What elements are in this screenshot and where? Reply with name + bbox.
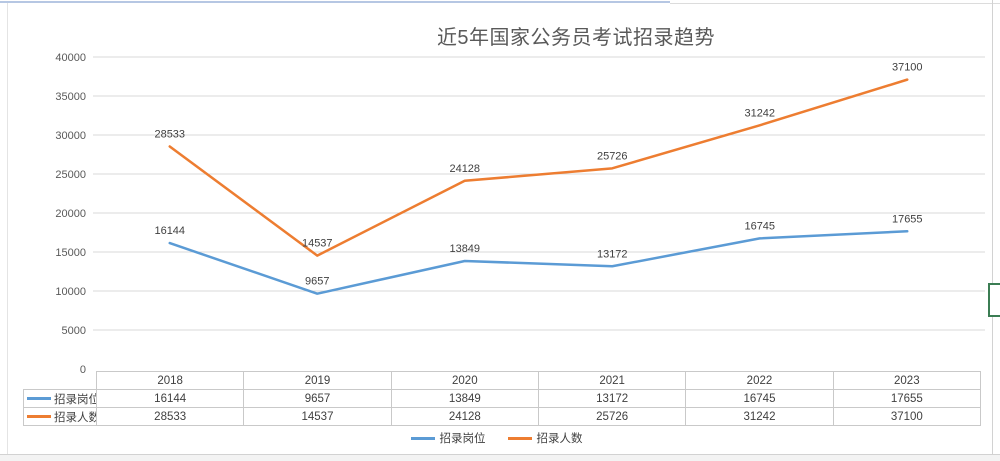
category-header-cell: 2021 <box>537 371 687 390</box>
category-header-cell: 2019 <box>243 371 392 390</box>
data-label-series1: 28533 <box>154 128 185 140</box>
value-cell: 14537 <box>243 407 392 426</box>
chart-frame-border <box>992 0 993 455</box>
y-axis-tick-label: 5000 <box>62 325 86 337</box>
legend-label: 招录岗位 <box>439 433 486 445</box>
legend-item-0[interactable]: 招录岗位 <box>410 430 486 446</box>
legend-marker-line <box>507 436 532 440</box>
series-name-label: 招录岗位 <box>54 393 97 406</box>
data-label-series0: 9657 <box>305 276 329 288</box>
data-label-series0: 13172 <box>597 248 628 260</box>
category-header-cell: 2022 <box>685 371 834 390</box>
category-header-cell: 2023 <box>832 371 982 390</box>
selection-range-top-border <box>0 1 670 3</box>
data-label-series1: 14537 <box>302 238 333 250</box>
data-label-series0: 13849 <box>449 243 480 255</box>
y-axis-tick-label: 20000 <box>55 208 86 220</box>
y-axis-tick-label: 30000 <box>55 130 86 142</box>
chart-data-table: 2018 2019 2020 2021 2022 2023 招录岗位 16144 9657 138… <box>23 371 982 426</box>
legend-marker-line <box>410 436 435 440</box>
value-cell: 37100 <box>832 407 982 426</box>
sheet-margin-strip <box>0 455 1000 461</box>
series-line-0[interactable] <box>168 230 909 295</box>
series-line-1[interactable] <box>168 78 909 257</box>
active-cell-indicator[interactable] <box>988 283 1000 317</box>
series-name-cell: 招录人数 <box>23 407 97 426</box>
category-header-cell: 2020 <box>390 371 539 390</box>
y-axis-tick-label: 25000 <box>55 169 86 181</box>
data-label-series0: 16745 <box>744 220 775 232</box>
table-row: 招录人数 28533 14537 24128 25726 31242 37100 <box>23 407 982 426</box>
legend-item-1[interactable]: 招录人数 <box>507 430 583 446</box>
value-cell: 28533 <box>95 407 245 426</box>
value-cell: 9657 <box>243 389 392 408</box>
value-cell: 13172 <box>537 389 687 408</box>
sheet-column-border <box>7 3 8 454</box>
y-axis-tick-label: 10000 <box>55 286 86 298</box>
series-name-cell: 招录岗位 <box>23 389 97 408</box>
value-cell: 16144 <box>95 389 245 408</box>
data-label-series1: 24128 <box>449 163 480 175</box>
chart-title[interactable]: 近5年国家公务员考试招录趋势 <box>436 27 716 49</box>
legend-key-line <box>27 396 51 400</box>
value-cell: 13849 <box>390 389 539 408</box>
table-header-row: 2018 2019 2020 2021 2022 2023 <box>24 371 982 390</box>
value-cell: 31242 <box>685 407 834 426</box>
sheet-bottom-border <box>0 454 1000 455</box>
legend-label: 招录人数 <box>536 433 583 445</box>
data-label-series1: 25726 <box>597 150 628 162</box>
y-axis-tick-label: 40000 <box>55 52 86 64</box>
chart-legend: 招录岗位 招录人数 <box>0 430 993 446</box>
data-label-series1: 31242 <box>744 107 775 119</box>
value-cell: 24128 <box>390 407 539 426</box>
category-header-cell: 2018 <box>95 371 245 390</box>
table-row: 招录岗位 16144 9657 13849 13172 16745 17655 <box>23 389 982 408</box>
table-corner-cell <box>24 372 97 390</box>
value-cell: 16745 <box>685 389 834 408</box>
value-cell: 17655 <box>832 389 982 408</box>
y-axis-tick-label: 15000 <box>55 247 86 259</box>
value-cell: 25726 <box>537 407 687 426</box>
sheet-row-border <box>670 3 1000 4</box>
y-axis-tick-label: 35000 <box>55 91 86 103</box>
series-name-label: 招录人数 <box>54 411 97 424</box>
legend-key-line <box>27 414 51 418</box>
data-label-series0: 17655 <box>892 213 923 225</box>
data-label-series0: 16144 <box>154 225 185 237</box>
y-axis-tick-label: 0 <box>80 364 86 376</box>
data-label-series1: 37100 <box>892 62 923 74</box>
